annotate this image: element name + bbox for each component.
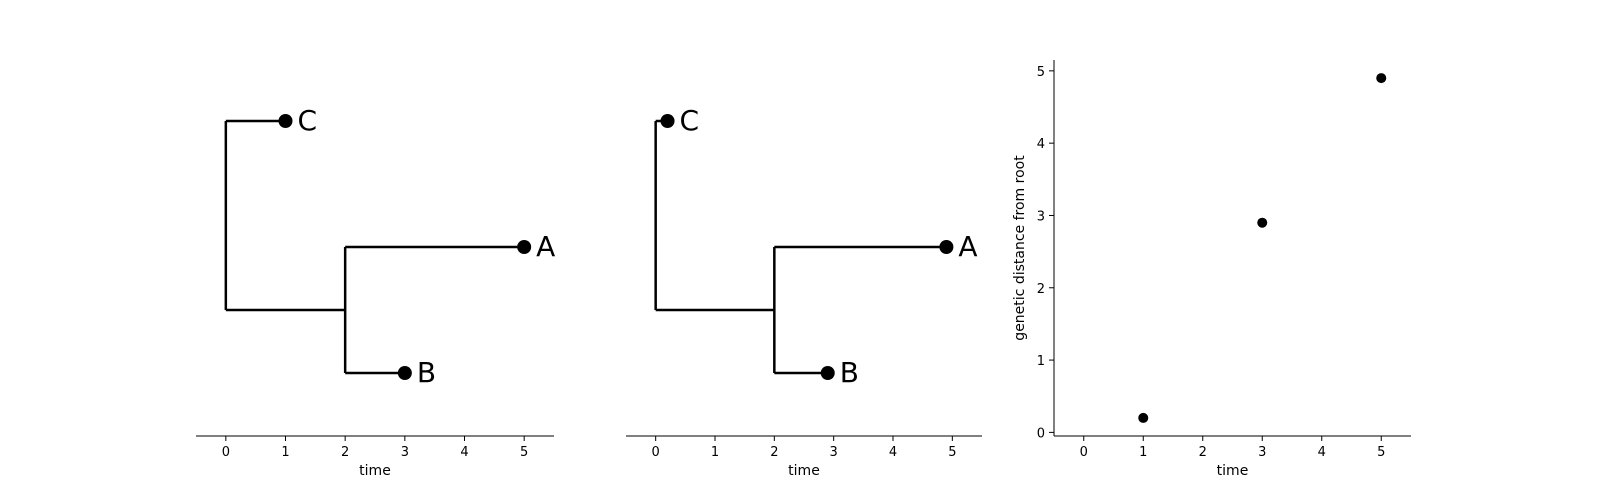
x-tick-label: 2 — [1199, 445, 1207, 460]
x-axis-label: time — [1217, 463, 1249, 479]
x-tick-label: 5 — [520, 445, 528, 460]
tree-panel-1: C A B 0 1 2 3 4 5 time — [196, 104, 555, 479]
x-tick-label: 0 — [222, 445, 230, 460]
tip-label-C: C — [680, 104, 700, 137]
x-axis-label: time — [788, 463, 820, 479]
x-tick-label: 4 — [460, 445, 468, 460]
y-tick-label: 3 — [1037, 209, 1045, 224]
tip-marker-B — [820, 366, 835, 380]
scatter-panel: 0 1 2 3 4 5 genetic distance from root 0 1 2 3 4 5 ti… — [1012, 60, 1411, 479]
y-tick-label: 1 — [1037, 354, 1045, 369]
y-axis-label: genetic distance from root — [1012, 155, 1028, 341]
y-tick-label: 0 — [1037, 426, 1045, 441]
x-tick-label: 1 — [711, 445, 719, 460]
x-tick-label: 2 — [341, 445, 349, 460]
x-axis-label: time — [359, 463, 391, 479]
tip-label-A: A — [958, 230, 977, 263]
tip-marker-A — [517, 240, 532, 254]
x-tick-label: 2 — [770, 445, 778, 460]
x-tick-label: 4 — [889, 445, 897, 460]
tip-marker-C — [278, 114, 293, 128]
x-tick-label: 5 — [948, 445, 956, 460]
x-tick-label: 1 — [281, 445, 289, 460]
tip-label-B: B — [417, 356, 436, 389]
tip-label-C: C — [298, 104, 318, 137]
scatter-point — [1257, 217, 1268, 228]
x-tick-label: 3 — [401, 445, 409, 460]
tip-label-B: B — [840, 356, 859, 389]
y-tick-label: 2 — [1037, 282, 1045, 297]
scatter-point — [1138, 412, 1149, 423]
tip-marker-A — [939, 240, 954, 254]
x-tick-label: 3 — [1258, 445, 1266, 460]
x-tick-label: 1 — [1139, 445, 1147, 460]
y-tick-label: 5 — [1037, 65, 1045, 80]
x-tick-label: 4 — [1318, 445, 1326, 460]
tip-marker-B — [397, 366, 412, 380]
tree-panel-2: C A B 0 1 2 3 4 5 time — [626, 104, 982, 479]
tip-marker-C — [660, 114, 675, 128]
tip-label-A: A — [536, 230, 555, 263]
scatter-point — [1376, 73, 1387, 84]
x-tick-label: 3 — [830, 445, 838, 460]
x-tick-label: 0 — [1080, 445, 1088, 460]
x-tick-label: 0 — [652, 445, 660, 460]
y-tick-label: 4 — [1037, 137, 1045, 152]
x-tick-label: 5 — [1377, 445, 1385, 460]
